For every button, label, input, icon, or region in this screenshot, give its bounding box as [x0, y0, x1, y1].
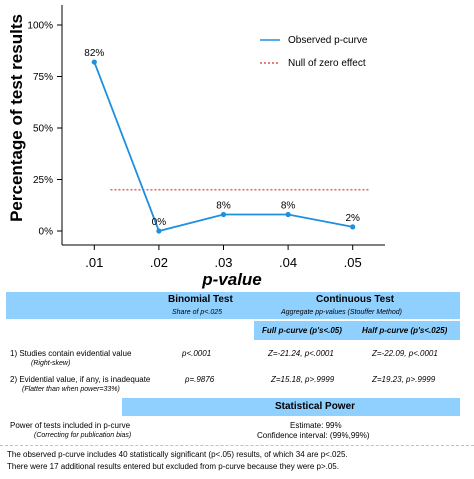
power-ci: Confidence interval: (99%,99%)	[257, 431, 370, 440]
half-pcurve-header: Half p-curve (p's<.025)	[362, 326, 448, 335]
x-tick-label: .05	[344, 255, 362, 270]
observed-data-label: 2%	[345, 213, 360, 224]
chart-axes: 0% 25% 50% 75% 100% .01 .02 .03 .04 .05	[27, 5, 385, 270]
power-band	[122, 398, 460, 416]
row2-full: Z=15.18, p>.9999	[271, 375, 335, 384]
row1-sublabel: (Right-skew)	[31, 360, 71, 367]
power-sublabel: (Correcting for publication bias)	[34, 432, 132, 439]
y-tick-label: 25%	[33, 175, 53, 186]
y-tick-label: 75%	[33, 72, 53, 83]
y-axis-label: Percentage of test results	[7, 14, 26, 222]
observed-point	[220, 211, 227, 218]
row1-label: 1) Studies contain evidential value	[10, 349, 132, 358]
x-tick-label: .01	[85, 255, 103, 270]
row2-sublabel: (Flatter than when power=33%)	[22, 386, 120, 393]
x-tick-label: .02	[150, 255, 168, 270]
observed-data-label: 0%	[152, 217, 167, 228]
y-tick-label: 100%	[27, 21, 53, 32]
statistical-power-title: Statistical Power	[275, 401, 356, 412]
table-header-band	[6, 292, 460, 319]
table-subheader-band	[254, 321, 460, 340]
y-tick-label: 50%	[33, 124, 53, 135]
continuous-test-subtitle: Aggregate pp-values (Stouffer Method)	[281, 309, 403, 316]
x-tick-label: .04	[279, 255, 297, 270]
observed-series: 82% 0% 8% 8% 2%	[84, 48, 360, 234]
footnote-line-2: There were 17 additional results entered…	[7, 462, 339, 471]
x-axis-label: p-value	[201, 270, 262, 289]
observed-point	[156, 228, 162, 234]
observed-data-label: 82%	[84, 48, 104, 59]
row2-label: 2) Evidential value, if any, is inadequa…	[10, 375, 151, 384]
footnote-line-1: The observed p-curve includes 40 statist…	[7, 450, 348, 459]
y-tick-label: 0%	[39, 227, 54, 238]
legend-observed-label: Observed p-curve	[288, 35, 368, 46]
x-tick-label: .03	[214, 255, 232, 270]
observed-point	[91, 59, 97, 65]
observed-point	[350, 224, 356, 230]
continuous-test-title: Continuous Test	[316, 294, 395, 305]
observed-point	[285, 211, 291, 218]
binomial-test-subtitle: Share of p<.025	[172, 309, 223, 316]
footnote-divider	[0, 445, 474, 446]
observed-data-label: 8%	[281, 201, 296, 212]
row2-binomial: p=.9876	[185, 375, 215, 384]
row1-full: Z=-21.24, p<.0001	[268, 349, 334, 358]
row1-half: Z=-22.09, p<.0001	[372, 349, 438, 358]
row1-binomial: p<.0001	[182, 349, 212, 358]
power-label: Power of tests included in p-curve	[10, 421, 131, 430]
row2-half: Z=19.23, p>.9999	[372, 375, 436, 384]
binomial-test-title: Binomial Test	[168, 294, 233, 305]
p-curve-chart: 0% 25% 50% 75% 100% .01 .02 .03 .04 .05 82% 0% 8% 8%…	[7, 5, 385, 289]
observed-data-label: 8%	[216, 201, 231, 212]
power-estimate: Estimate: 99%	[290, 421, 342, 430]
full-pcurve-header: Full p-curve (p's<.05)	[262, 326, 342, 335]
legend-null-label: Null of zero effect	[288, 58, 366, 69]
chart-legend: Observed p-curve Null of zero effect	[260, 35, 368, 69]
